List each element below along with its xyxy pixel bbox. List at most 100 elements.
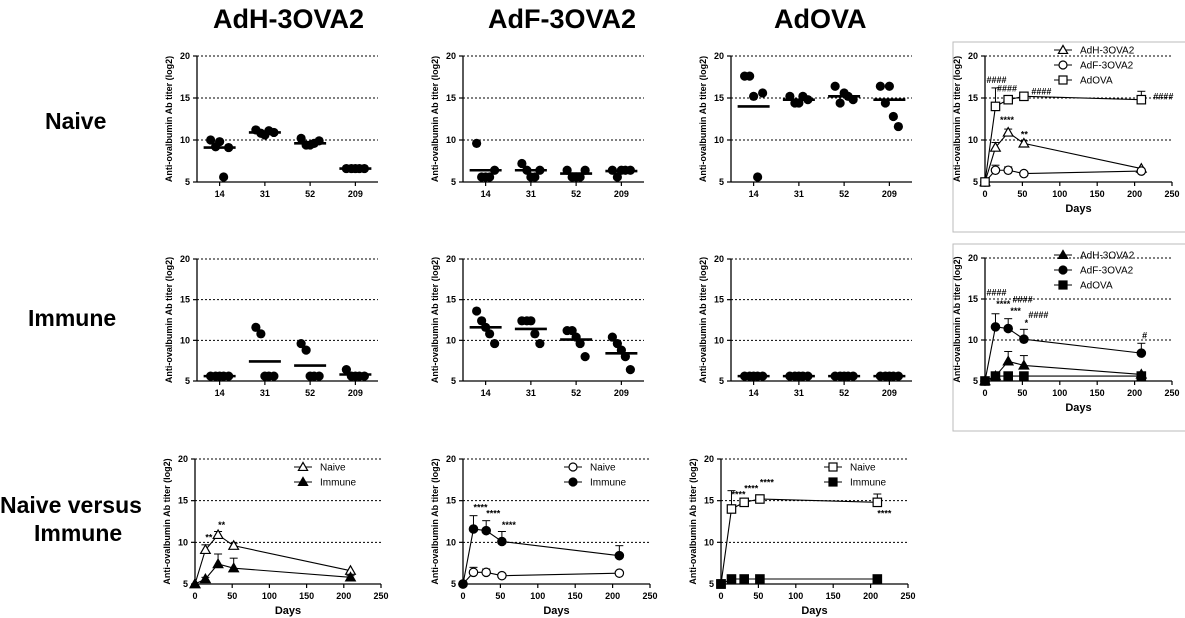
- naive-adf-point: [517, 158, 527, 169]
- nvi-adh-ylabel: Anti-ovalbumin Ab titer (log2): [162, 458, 172, 584]
- immune-summary-annotation: ####: [1013, 294, 1033, 304]
- immune-summary-point: [1002, 355, 1015, 366]
- immune-summary-panel-frame: [952, 243, 1185, 432]
- immune-summary-point: [1019, 371, 1029, 381]
- immune-summary-annotation: *: [1025, 318, 1029, 328]
- naive-summary-xtick-label: 50: [1017, 189, 1027, 199]
- nvi-adf-annotation: ****: [502, 520, 517, 530]
- immune-adova-xtick-label: 14: [749, 388, 759, 398]
- immune-adh-point: [359, 371, 369, 381]
- immune-adf-point: [530, 329, 540, 339]
- naive-adova-ytick-label: 5: [719, 177, 724, 187]
- naive-adova-point: [749, 91, 759, 101]
- naive-summary-xtick-label: 0: [982, 189, 987, 199]
- nvi-adf-point: [614, 568, 625, 578]
- immune-adh-ytick-label: 20: [180, 254, 190, 264]
- nvi-adh-xtick-label: 0: [192, 591, 197, 601]
- nvi-adova-xtick-label: 50: [753, 591, 763, 601]
- nvi-adh-xtick-label: 100: [262, 591, 277, 601]
- naive-adova-point: [893, 121, 903, 132]
- nvi-adh-legend-label: Immune: [320, 478, 357, 489]
- naive-summary-ytick-label: 20: [968, 51, 978, 61]
- nvi-adf-legend-label: Immune: [590, 478, 627, 489]
- naive-summary-xtick-label: 150: [1090, 189, 1105, 199]
- naive-summary-point: [990, 165, 1001, 176]
- nvi-adh-annotation: **: [205, 533, 213, 543]
- naive-adh-xtick-label: 52: [305, 189, 315, 199]
- naive-adova-point: [758, 88, 768, 98]
- nvi-adova-xtick-label: 250: [900, 591, 915, 601]
- row-label-naive-versus: Naive versus: [0, 492, 142, 518]
- naive-adf-xtick-label: 31: [526, 189, 536, 199]
- immune-adh-ytick-label: 15: [180, 295, 190, 305]
- nvi-adova-annotation: ****: [760, 478, 775, 488]
- row-label-immune: Immune: [28, 305, 117, 331]
- naive-adf-xtick-label: 14: [481, 189, 491, 199]
- naive-adf-point: [530, 172, 540, 182]
- immune-summary-annotation: #: [1142, 330, 1147, 340]
- immune-summary-annotation: ####: [1028, 310, 1048, 320]
- naive-summary-annotation: ####: [1031, 87, 1051, 97]
- naive-adf-point: [472, 138, 482, 148]
- immune-adf-xtick-label: 14: [481, 388, 491, 398]
- immune-adh-ytick-label: 10: [180, 335, 190, 345]
- naive-summary-xtick-label: 200: [1127, 189, 1142, 199]
- nvi-adf-ytick-label: 15: [446, 496, 456, 506]
- naive-summary-annotation: ####: [986, 75, 1006, 85]
- immune-adf-xtick-label: 52: [571, 388, 581, 398]
- naive-summary-legend-label: AdOVA: [1080, 76, 1113, 87]
- immune-adh-xtick-label: 31: [260, 388, 270, 398]
- immune-adf-point: [580, 352, 590, 362]
- nvi-adf-point: [468, 567, 479, 578]
- nvi-adova-legend-marker: [828, 462, 838, 472]
- naive-adova-point: [753, 172, 763, 182]
- column-title-adova: AdOVA: [774, 4, 867, 34]
- immune-adh-point: [269, 371, 279, 381]
- nvi-adf-point: [468, 524, 479, 534]
- immune-summary-point: [1136, 348, 1147, 358]
- immune-summary-xtick-label: 250: [1164, 388, 1179, 398]
- nvi-adf-xtick-label: 50: [495, 591, 505, 601]
- immune-summary-point: [1136, 371, 1147, 381]
- naive-summary-point: [1003, 94, 1013, 105]
- immune-adh-point: [314, 371, 324, 381]
- naive-summary-point: [1018, 137, 1030, 148]
- immune-adf-ylabel: Anti-ovalbumin Ab titer (log2): [430, 257, 440, 383]
- naive-adova-xtick-label: 52: [839, 189, 849, 199]
- nvi-adf-xtick-label: 100: [530, 591, 545, 601]
- nvi-adf-ytick-label: 10: [446, 537, 456, 547]
- immune-adova-ytick-label: 5: [719, 376, 724, 386]
- naive-adf-point: [612, 172, 622, 182]
- nvi-adh-point: [199, 543, 212, 555]
- immune-adf-xtick-label: 31: [526, 388, 536, 398]
- immune-adf-ytick-label: 5: [451, 376, 456, 386]
- naive-summary-point: [990, 101, 1001, 112]
- nvi-adh-ytick-label: 20: [178, 454, 188, 464]
- naive-summary-point: [1019, 168, 1029, 179]
- immune-adf-point: [535, 338, 545, 349]
- nvi-adh-xtick-label: 150: [299, 591, 314, 601]
- nvi-adf-point: [481, 567, 491, 578]
- immune-adf-xtick-label: 209: [614, 388, 629, 398]
- naive-adh-xtick-label: 31: [260, 189, 270, 199]
- nvi-adova-legend-label: Naive: [850, 463, 876, 474]
- naive-adh-point: [206, 135, 216, 145]
- nvi-adova-ytick-label: 5: [709, 579, 714, 589]
- nvi-adh-point: [227, 539, 240, 550]
- naive-adf-ytick-label: 15: [446, 93, 456, 103]
- nvi-adova-xtick-label: 150: [826, 591, 841, 601]
- naive-summary-legend-label: AdH-3OVA2: [1080, 46, 1135, 57]
- naive-adova-point: [875, 81, 885, 91]
- nvi-adh-legend-label: Naive: [320, 463, 346, 474]
- naive-adova-point: [884, 81, 894, 91]
- immune-adh-point: [256, 329, 266, 339]
- nvi-adova-xtick-label: 100: [788, 591, 803, 601]
- naive-summary-point: [1136, 166, 1147, 176]
- naive-summary-annotation: ####: [997, 83, 1017, 93]
- naive-adh-ytick-label: 20: [180, 51, 190, 61]
- naive-adh-ytick-label: 15: [180, 93, 190, 103]
- immune-summary-point: [1003, 371, 1013, 381]
- immune-summary-xtick-label: 50: [1017, 388, 1027, 398]
- naive-adova-point: [835, 98, 845, 108]
- nvi-adh-point: [344, 571, 357, 582]
